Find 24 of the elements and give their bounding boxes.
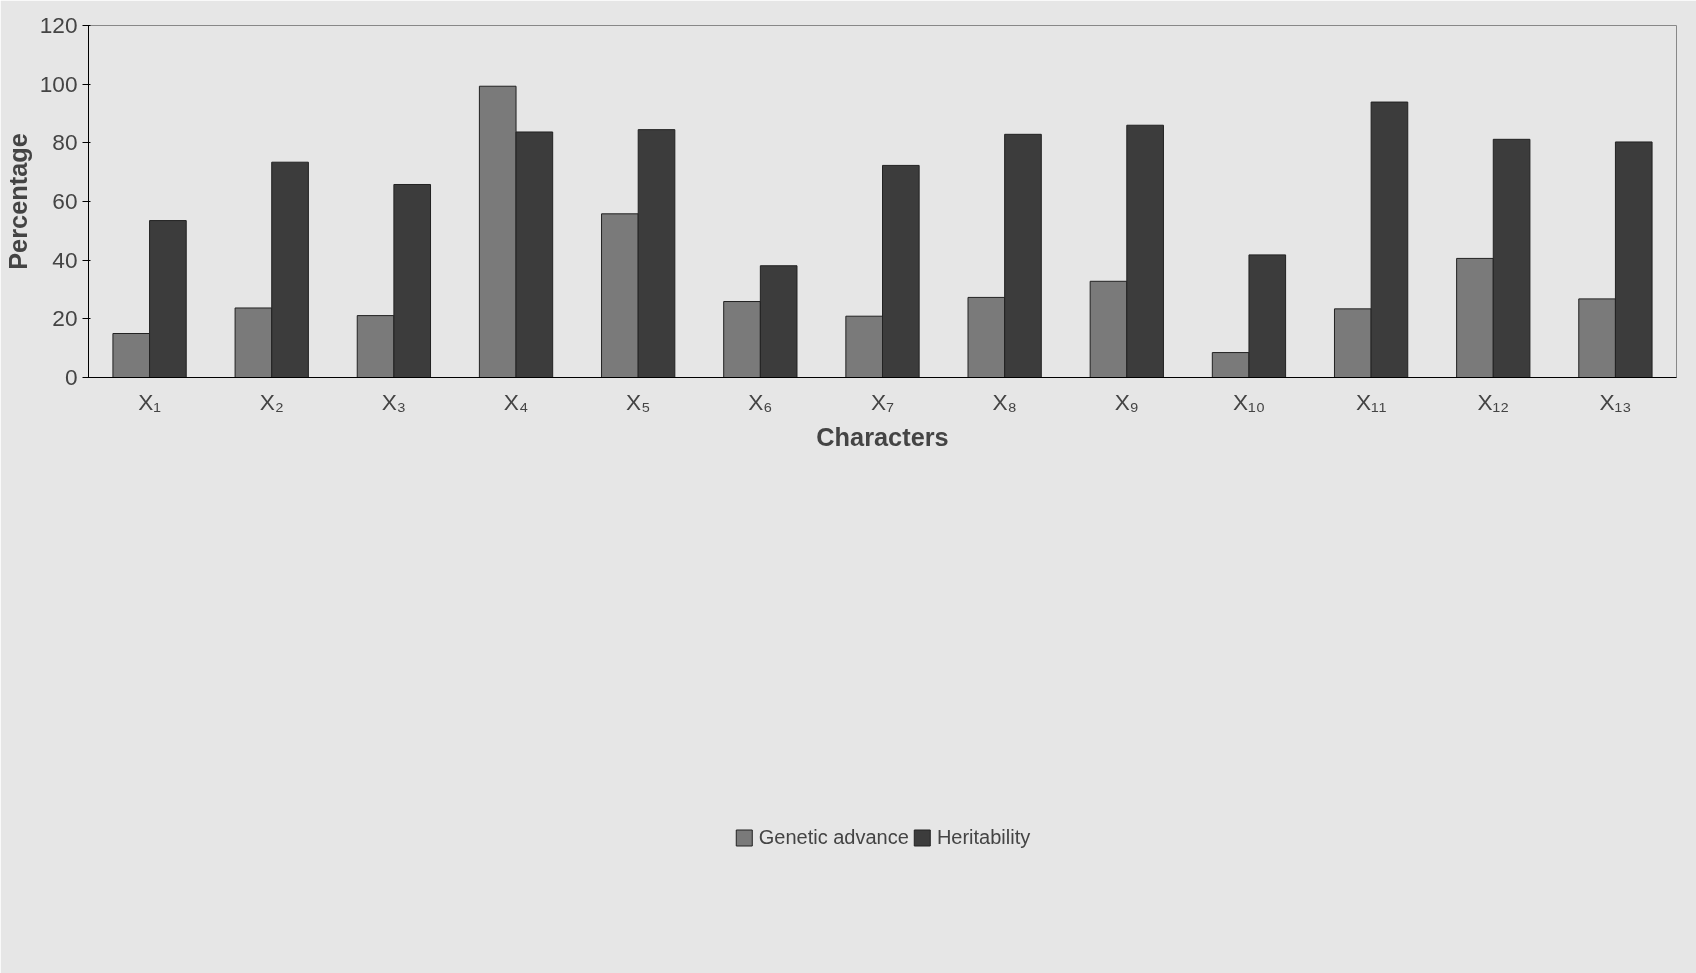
y-tick-label: 20 bbox=[52, 305, 78, 332]
y-tick-label: 60 bbox=[52, 188, 78, 214]
x-tick-label: X₁₂ bbox=[1477, 388, 1510, 415]
x-tick-label: X₃ bbox=[381, 388, 407, 415]
y-tick-label: 100 bbox=[39, 70, 78, 97]
x-tick-label: X₁₁ bbox=[1355, 388, 1387, 415]
y-axis-title: Percentage bbox=[3, 133, 32, 270]
x-tick-label: X₁ bbox=[138, 388, 162, 415]
y-tick-label: 120 bbox=[39, 12, 78, 38]
x-tick-label: X₈ bbox=[992, 388, 1017, 415]
y-tick-label: 80 bbox=[52, 129, 78, 156]
x-tick-label: X₅ bbox=[626, 388, 651, 415]
x-tick-label: X₁₃ bbox=[1599, 388, 1632, 415]
legend-label: Heritability bbox=[936, 825, 1031, 849]
x-tick-label: X₇ bbox=[871, 388, 894, 415]
x-axis-title: Characters bbox=[816, 422, 949, 451]
x-tick-label: X₄ bbox=[503, 388, 529, 415]
x-tick-label: X₉ bbox=[1114, 388, 1139, 415]
x-tick-label: X₁₀ bbox=[1232, 388, 1266, 415]
x-tick-label: X₆ bbox=[748, 388, 773, 415]
legend-label: Genetic advance bbox=[758, 825, 909, 849]
y-tick-label: 0 bbox=[64, 364, 78, 390]
x-tick-label: X₂ bbox=[259, 388, 284, 415]
y-tick-label: 40 bbox=[52, 246, 78, 273]
